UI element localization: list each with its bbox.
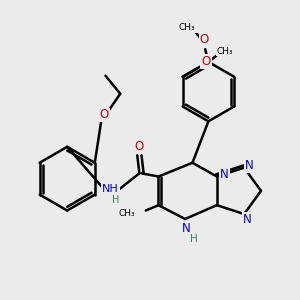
Text: N: N <box>245 159 254 172</box>
Text: O: O <box>201 56 211 68</box>
Text: CH₃: CH₃ <box>217 47 233 56</box>
Text: CH₃: CH₃ <box>118 209 135 218</box>
Text: CH₃: CH₃ <box>179 23 196 32</box>
Text: N: N <box>182 222 190 235</box>
Text: NH: NH <box>102 184 119 194</box>
Text: O: O <box>100 109 109 122</box>
Text: O: O <box>200 33 209 46</box>
Text: N: N <box>220 168 229 181</box>
Text: N: N <box>243 213 252 226</box>
Text: H: H <box>190 234 197 244</box>
Text: H: H <box>112 195 120 205</box>
Text: O: O <box>135 140 144 153</box>
